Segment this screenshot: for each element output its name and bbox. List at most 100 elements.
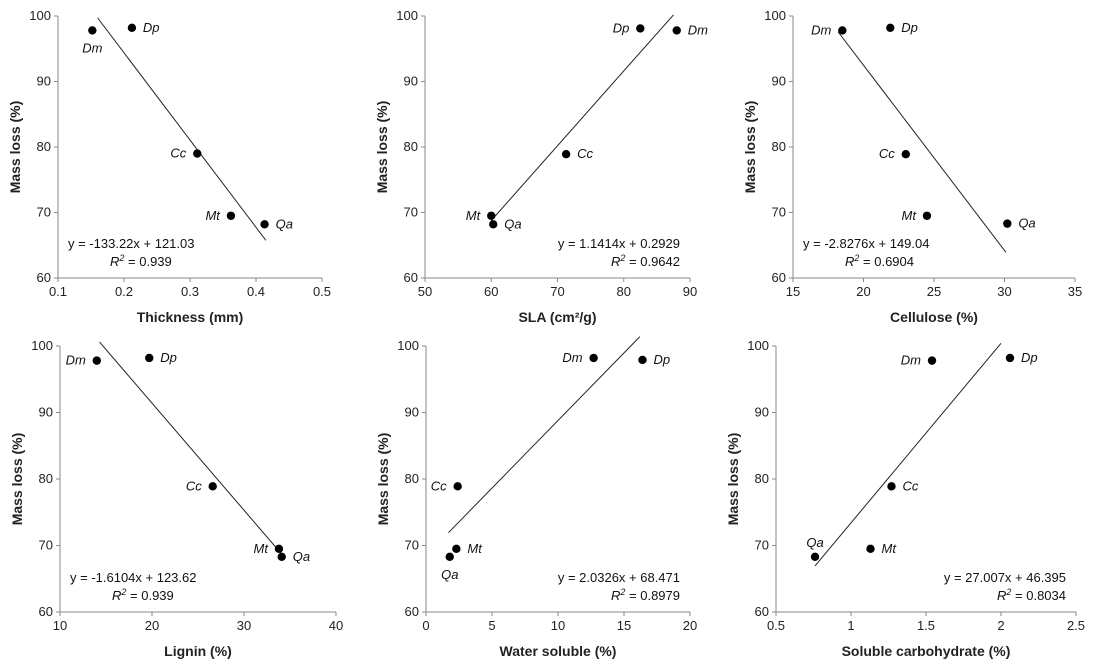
data-point-dm: [88, 26, 97, 35]
trend-line: [99, 341, 284, 557]
y-tick-label: 70: [755, 538, 769, 553]
y-tick-label: 60: [772, 270, 786, 285]
chart-panel: 60 70 80 90 100 15 20 25 30 35 Cellulose (%) Mass l…: [742, 8, 1082, 325]
x-tick-label: 0.3: [181, 284, 199, 299]
y-tick-label: 90: [405, 405, 419, 420]
x-tick-label: 50: [418, 284, 432, 299]
data-point-mt: [226, 211, 236, 220]
point-label-dp: Dp: [613, 20, 630, 35]
x-tick-label: 0.5: [767, 618, 785, 633]
trend-equation: y = 27.007x + 46.395: [944, 570, 1066, 585]
data-point-qa: [810, 552, 820, 562]
y-tick-label: 90: [772, 74, 786, 89]
y-axis-label: Mass loss (%): [7, 101, 23, 194]
trend-line: [814, 342, 1002, 567]
chart-panel: 60 70 80 90 100 10 20 30 40 Lignin (%) Mass loss (…: [9, 338, 343, 659]
point-label-qa: Qa: [1018, 216, 1035, 231]
data-point-dp: [1005, 353, 1015, 363]
y-tick-label: 70: [37, 205, 51, 220]
y-axis-label: Mass loss (%): [374, 101, 390, 194]
y-tick-label: 60: [39, 604, 53, 619]
data-point-mt: [452, 544, 461, 554]
y-axis-label: Mass loss (%): [725, 433, 741, 526]
x-axis-label: Thickness (mm): [137, 309, 244, 325]
data-point-dm: [672, 26, 681, 35]
x-tick-label: 15: [786, 284, 800, 299]
x-tick-label: 60: [484, 284, 498, 299]
point-label-dp: Dp: [160, 350, 177, 365]
x-axis-label: Cellulose (%): [890, 309, 978, 325]
data-point-mt: [866, 544, 875, 554]
data-point-dm: [92, 356, 102, 365]
trend-line: [448, 336, 641, 534]
r-squared: R2 = 0.939: [110, 253, 172, 269]
x-tick-label: 0.2: [115, 284, 133, 299]
y-tick-label: 80: [37, 139, 51, 154]
y-axis-label: Mass loss (%): [742, 101, 758, 194]
point-label-mt: Mt: [466, 208, 482, 223]
x-tick-label: 90: [683, 284, 697, 299]
y-tick-label: 80: [404, 139, 418, 154]
data-point-cc: [453, 482, 462, 491]
x-tick-label: 80: [617, 284, 631, 299]
data-point-qa: [1003, 219, 1012, 228]
x-tick-label: 5: [488, 618, 495, 633]
data-point-dp: [638, 355, 647, 365]
point-label-qa: Qa: [293, 549, 310, 564]
x-tick-label: 30: [237, 618, 251, 633]
point-label-cc: Cc: [186, 478, 202, 493]
point-label-dp: Dp: [143, 20, 160, 35]
point-label-mt: Mt: [254, 541, 270, 556]
r-squared: R2 = 0.8034: [997, 587, 1066, 603]
y-tick-label: 100: [29, 8, 51, 23]
x-axis-label: Water soluble (%): [500, 643, 617, 659]
data-point-dm: [589, 353, 598, 363]
y-tick-label: 100: [747, 338, 769, 353]
x-tick-label: 15: [617, 618, 631, 633]
x-tick-label: 1.5: [917, 618, 935, 633]
x-tick-label: 0: [422, 618, 429, 633]
point-label-mt: Mt: [205, 208, 221, 223]
y-tick-label: 70: [404, 205, 418, 220]
data-point-dm: [927, 356, 937, 365]
r-squared: R2 = 0.9642: [611, 253, 680, 269]
point-label-qa: Qa: [504, 216, 521, 231]
y-tick-label: 100: [764, 8, 786, 23]
y-tick-label: 60: [37, 270, 51, 285]
x-tick-label: 0.1: [49, 284, 67, 299]
data-point-cc: [193, 149, 202, 158]
trend-equation: y = -1.6104x + 123.62: [70, 570, 196, 585]
point-label-dm: Dm: [901, 353, 921, 368]
data-point-qa: [277, 552, 286, 562]
y-tick-label: 70: [39, 538, 53, 553]
x-tick-label: 10: [53, 618, 67, 633]
point-label-dm: Dm: [66, 353, 86, 368]
point-label-dm: Dm: [688, 22, 708, 37]
point-label-dp: Dp: [653, 352, 670, 367]
x-tick-label: 0.4: [247, 284, 265, 299]
y-tick-label: 80: [405, 471, 419, 486]
x-axis-label: Soluble carbohydrate (%): [842, 643, 1011, 659]
data-point-qa: [445, 552, 454, 562]
point-label-mt: Mt: [882, 541, 898, 556]
data-point-cc: [901, 150, 910, 159]
point-label-dm: Dm: [811, 22, 831, 37]
x-tick-label: 20: [856, 284, 870, 299]
point-label-cc: Cc: [879, 146, 895, 161]
point-label-mt: Mt: [467, 541, 483, 556]
trend-equation: y = 2.0326x + 68.471: [558, 570, 680, 585]
y-tick-label: 60: [755, 604, 769, 619]
data-point-dp: [127, 23, 137, 32]
data-point-mt: [487, 211, 496, 220]
point-label-dp: Dp: [901, 20, 918, 35]
y-tick-label: 80: [39, 471, 53, 486]
x-tick-label: 35: [1068, 284, 1082, 299]
x-tick-label: 1: [847, 618, 854, 633]
y-tick-label: 100: [396, 8, 418, 23]
x-tick-label: 30: [997, 284, 1011, 299]
y-tick-label: 70: [772, 205, 786, 220]
point-label-cc: Cc: [577, 146, 593, 161]
r-squared: R2 = 0.6904: [845, 253, 914, 269]
y-tick-label: 90: [755, 405, 769, 420]
